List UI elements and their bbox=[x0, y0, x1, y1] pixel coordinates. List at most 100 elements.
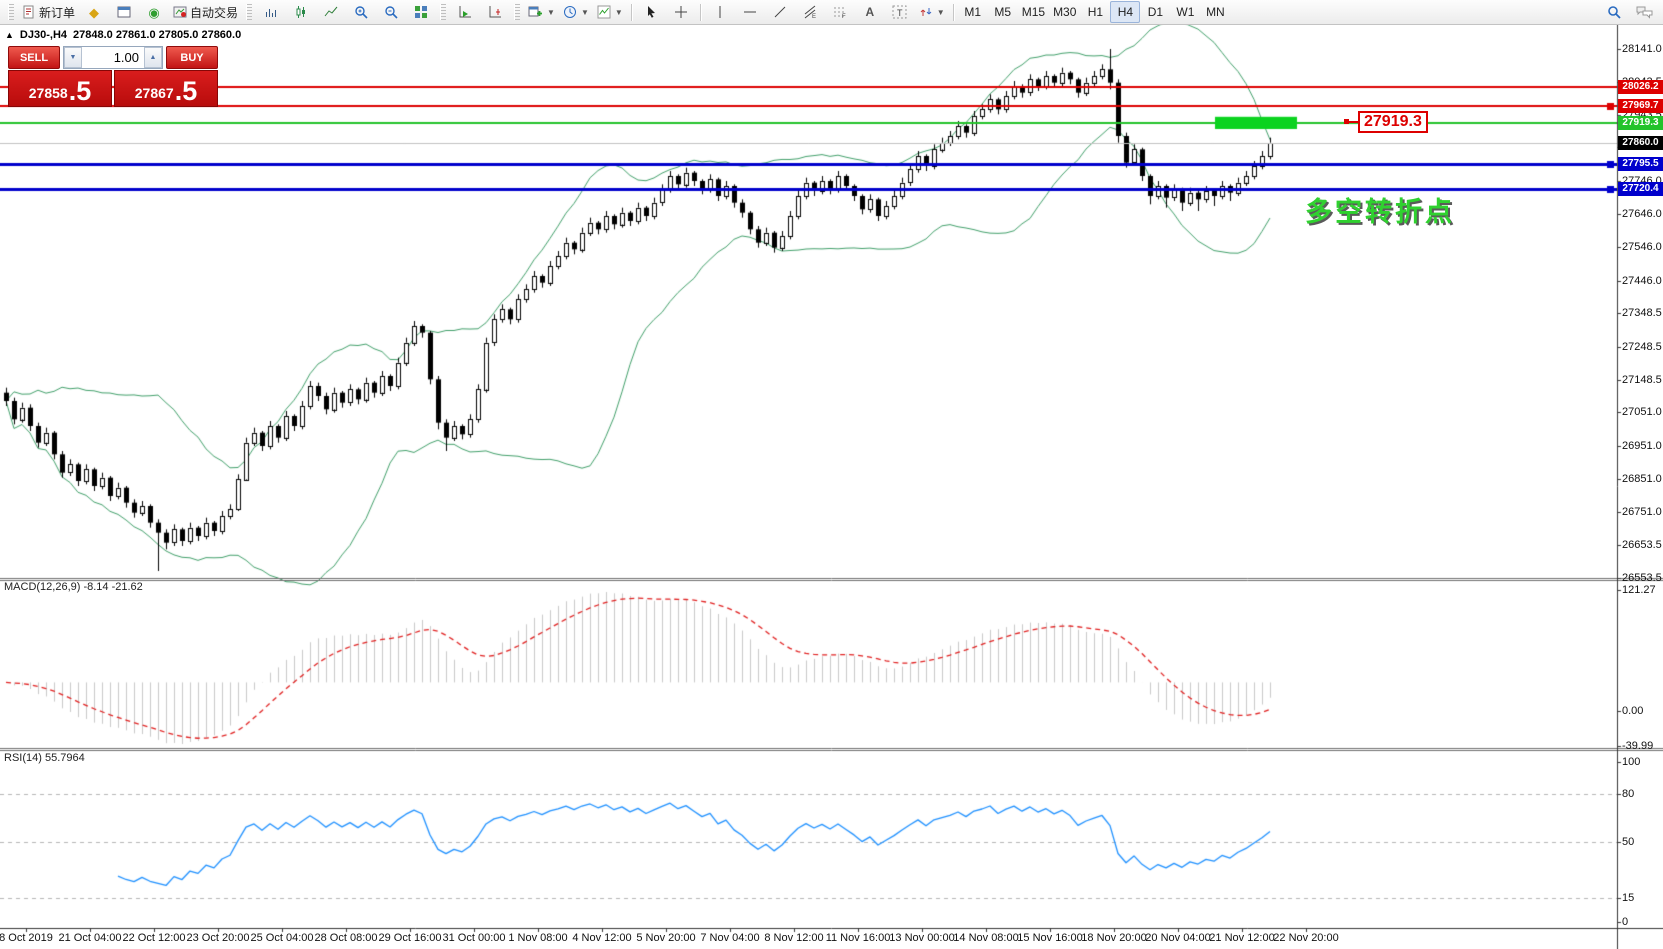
timeframe-w1-button[interactable]: W1 bbox=[1170, 1, 1200, 23]
line-chart-icon bbox=[324, 5, 338, 19]
time-axis-label: 7 Nov 04:00 bbox=[700, 932, 760, 944]
channel-tool-button[interactable]: E bbox=[795, 1, 825, 23]
toolbar-separator bbox=[699, 3, 701, 21]
time-axis-label: 28 Oct 08:00 bbox=[314, 932, 378, 944]
auto-trading-button[interactable]: 自动交易 bbox=[169, 1, 242, 23]
rsi-indicator-label: RSI(14) 55.7964 bbox=[4, 752, 85, 764]
macd-indicator-label: MACD(12,26,9) -8.14 -21.62 bbox=[4, 581, 143, 593]
zoom-out-button[interactable] bbox=[376, 1, 406, 23]
zoom-in-button[interactable] bbox=[346, 1, 376, 23]
chat-icon bbox=[1636, 5, 1653, 19]
vertical-line-icon bbox=[713, 5, 727, 19]
horizontal-line-tool-button[interactable] bbox=[735, 1, 765, 23]
timeframe-label: H1 bbox=[1087, 5, 1104, 19]
timeframe-m1-button[interactable]: M1 bbox=[958, 1, 988, 23]
auto-trading-label: 自动交易 bbox=[190, 5, 239, 20]
tile-windows-button[interactable] bbox=[406, 1, 436, 23]
timeframe-label: M30 bbox=[1053, 5, 1077, 19]
indicators-icon bbox=[597, 5, 611, 19]
timeframe-h1-button[interactable]: H1 bbox=[1080, 1, 1110, 23]
timeframe-label: W1 bbox=[1176, 5, 1195, 19]
market-watch-button[interactable] bbox=[109, 1, 139, 23]
price-axis-tick: 27348.5 bbox=[1622, 307, 1662, 320]
new-chart-button[interactable]: ▼ bbox=[524, 1, 559, 23]
signals-button[interactable]: ◉ bbox=[139, 1, 169, 23]
chevron-down-icon: ▼ bbox=[547, 7, 555, 17]
time-axis-label: 25 Oct 04:00 bbox=[250, 932, 314, 944]
timeframe-label: M15 bbox=[1021, 5, 1046, 19]
volume-decrease-button[interactable]: ▼ bbox=[64, 47, 82, 68]
sell-price-box[interactable]: 27858 .5 bbox=[8, 70, 112, 107]
bar-chart-button[interactable] bbox=[256, 1, 286, 23]
crosshair-tool-button[interactable] bbox=[666, 1, 696, 23]
time-axis-label: 14 Nov 08:00 bbox=[953, 932, 1019, 944]
indicator-axis-tick: 80 bbox=[1622, 788, 1635, 800]
bar-chart-icon bbox=[264, 5, 278, 19]
volume-input[interactable]: 1.00 bbox=[113, 50, 139, 65]
chevron-down-icon: ▼ bbox=[936, 7, 945, 17]
line-chart-button[interactable] bbox=[316, 1, 346, 23]
indicator-axis-tick: 50 bbox=[1622, 836, 1635, 848]
auto-trading-icon bbox=[173, 5, 187, 19]
price-axis-tick: 26751.0 bbox=[1622, 506, 1662, 519]
price-tag-27919[interactable]: 27919.3 bbox=[1344, 111, 1428, 133]
symbol-timeframe-label: DJ30-,H4 bbox=[19, 29, 67, 41]
cursor-tool-button[interactable] bbox=[636, 1, 666, 23]
timeframe-m15-button[interactable]: M15 bbox=[1018, 1, 1049, 23]
svg-text:T: T bbox=[897, 8, 903, 18]
price-line-label-27969: 27969.7 bbox=[1618, 99, 1663, 113]
search-icon bbox=[1607, 5, 1622, 20]
price-line-label-28026: 28026.2 bbox=[1618, 80, 1663, 94]
current-price-label: 27860.0 bbox=[1618, 136, 1663, 150]
candlestick-chart-button[interactable] bbox=[286, 1, 316, 23]
price-line-label-27919: 27919.3 bbox=[1618, 116, 1663, 130]
fibonacci-tool-button[interactable]: F bbox=[825, 1, 855, 23]
new-chart-icon bbox=[528, 5, 543, 19]
chat-button[interactable] bbox=[1629, 1, 1659, 23]
svg-text:E: E bbox=[812, 14, 816, 19]
chart-window-button[interactable]: ◆ bbox=[79, 1, 109, 23]
price-axis-tick: 27248.5 bbox=[1622, 340, 1662, 353]
buy-price-main: 27867 bbox=[134, 85, 174, 101]
indicators-menu-button[interactable]: ▼ bbox=[593, 1, 627, 23]
timeframe-h4-button[interactable]: H4 bbox=[1110, 1, 1141, 23]
turning-point-annotation[interactable]: 多空转折点 bbox=[1305, 197, 1455, 227]
arrows-tool-button[interactable]: ▼ bbox=[915, 1, 949, 23]
timeframes-menu-button[interactable]: ▼ bbox=[559, 1, 593, 23]
time-axis-label: 11 Nov 16:00 bbox=[825, 932, 891, 944]
candlestick-chart-icon bbox=[294, 5, 308, 19]
new-order-button[interactable]: 新订单 bbox=[18, 1, 79, 23]
collapse-panel-arrow[interactable]: ▲ bbox=[5, 30, 14, 40]
arrows-icon bbox=[919, 5, 933, 19]
equidistant-channel-icon: E bbox=[803, 5, 817, 19]
symbol-info-bar: ▲ DJ30-,H4 27848.0 27861.0 27805.0 27860… bbox=[5, 29, 241, 41]
main-toolbar: 新订单 ◆ ◉ 自动交易 ▼ ▼ ▼ E F A T ▼ M1 M5 M15 M… bbox=[0, 0, 1663, 25]
text-tool-button[interactable]: A bbox=[855, 1, 885, 23]
timeframe-m5-button[interactable]: M5 bbox=[988, 1, 1018, 23]
buy-price-box[interactable]: 27867 .5 bbox=[114, 70, 218, 107]
indicator-axis-tick: 100 bbox=[1622, 756, 1641, 768]
chart-shift-button[interactable] bbox=[480, 1, 510, 23]
indicator-axis-tick: 15 bbox=[1622, 892, 1635, 904]
timeframe-mn-button[interactable]: MN bbox=[1200, 1, 1230, 23]
timeframe-m30-button[interactable]: M30 bbox=[1049, 1, 1080, 23]
timeframe-label: M5 bbox=[994, 5, 1012, 19]
buy-button[interactable]: BUY bbox=[166, 46, 218, 69]
sell-button[interactable]: SELL bbox=[8, 46, 60, 69]
timeframe-d1-button[interactable]: D1 bbox=[1140, 1, 1170, 23]
indicator-axis-tick: -39.99 bbox=[1622, 740, 1654, 752]
text-label-tool-button[interactable]: T bbox=[885, 1, 915, 23]
chevron-down-icon: ▼ bbox=[614, 7, 623, 17]
auto-scroll-button[interactable] bbox=[450, 1, 480, 23]
search-symbol-button[interactable] bbox=[1599, 1, 1629, 23]
trendline-tool-button[interactable] bbox=[765, 1, 795, 23]
chart-window-icon: ◆ bbox=[89, 4, 100, 20]
price-axis-tick: 27646.0 bbox=[1622, 208, 1662, 220]
price-line-label-27720: 27720.4 bbox=[1618, 182, 1663, 196]
time-axis-label: 21 Oct 04:00 bbox=[58, 932, 122, 944]
trendline-icon bbox=[773, 5, 787, 19]
vertical-line-tool-button[interactable] bbox=[705, 1, 735, 23]
time-axis-label: 31 Oct 00:00 bbox=[442, 932, 506, 944]
volume-increase-button[interactable]: ▲ bbox=[144, 47, 162, 68]
